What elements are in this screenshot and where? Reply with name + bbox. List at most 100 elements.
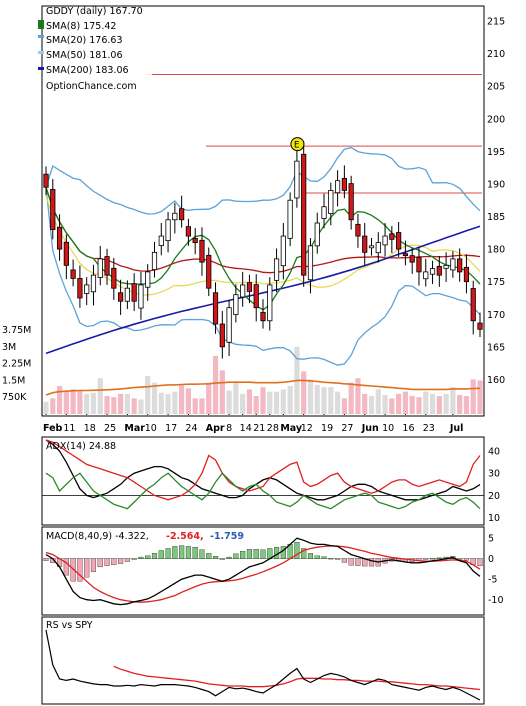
volume-bar — [158, 392, 164, 414]
volume-bar — [233, 382, 239, 414]
volume-bar — [382, 394, 388, 414]
candle-body — [165, 219, 171, 242]
price-tick-label: 195 — [487, 147, 505, 158]
volume-bar — [450, 387, 456, 414]
candle-body — [253, 284, 259, 309]
price-tick-label: 210 — [487, 49, 505, 60]
candle-body — [314, 222, 320, 247]
adx-panel — [41, 436, 485, 526]
candle-body — [206, 254, 212, 289]
volume-bar — [131, 398, 137, 414]
macd-histogram-bar — [131, 558, 137, 560]
volume-tick-label: 3.75M — [2, 325, 31, 336]
price-tick-label: 165 — [487, 342, 505, 353]
candle-body — [138, 284, 144, 309]
macd-histogram-bar — [104, 558, 110, 566]
macd-histogram-bar — [158, 550, 164, 559]
volume-bar — [457, 394, 463, 414]
adx-tick-label: 30 — [488, 469, 500, 480]
candle-body — [246, 282, 253, 292]
date-tick-label: 10 — [382, 423, 394, 434]
candle-body — [111, 267, 117, 289]
macd-histogram-bar — [294, 542, 300, 559]
candle-body — [131, 283, 137, 302]
rs-panel — [41, 616, 485, 705]
price-tick-label: 180 — [487, 245, 505, 256]
volume-bar — [463, 396, 470, 414]
macd-tick-label: 0 — [488, 554, 494, 565]
volume-bar — [436, 396, 442, 414]
legend-swatch-sma20 — [38, 35, 44, 38]
macd-tick-label: 5 — [488, 534, 494, 545]
candle-body — [423, 271, 429, 280]
candle-body — [470, 288, 476, 322]
bollinger-upper-line — [45, 146, 481, 215]
rs-plot — [45, 629, 481, 701]
volume-bar — [334, 391, 341, 414]
volume-bar — [470, 379, 476, 414]
macd-histogram-bar — [463, 558, 469, 561]
macd-histogram-bar — [423, 558, 429, 560]
macd-histogram-bar — [341, 558, 347, 563]
candle-body — [355, 223, 361, 237]
volume-bar — [56, 386, 63, 414]
candle-body — [280, 235, 286, 267]
date-tick-label: 17 — [165, 423, 177, 434]
volume-bar — [206, 382, 212, 414]
macd-tick-label: -10 — [488, 595, 504, 606]
volume-bar — [179, 384, 185, 414]
price-tick-label: 205 — [487, 82, 505, 93]
candle-body — [321, 206, 327, 219]
macd-histogram-bar — [172, 546, 178, 559]
candle-body — [90, 274, 97, 293]
candle-body — [124, 287, 130, 302]
volume-bar — [443, 393, 449, 414]
candle-body — [151, 251, 158, 271]
sma50-line — [45, 187, 481, 274]
volume-bar — [253, 396, 259, 414]
date-tick-label: 14 — [240, 423, 252, 434]
macd-histogram-bar — [240, 551, 246, 559]
price-tick-label: 170 — [487, 310, 505, 321]
sma200-line — [45, 225, 481, 355]
legend-sma50: SMA(50) 181.06 — [46, 50, 123, 61]
adx-tick-label: 40 — [488, 447, 500, 458]
candle-body — [396, 232, 402, 250]
date-tick-label: 18 — [84, 423, 96, 434]
candle-body — [301, 153, 307, 276]
macd-histogram-bar — [179, 545, 185, 559]
volume-bar — [409, 396, 415, 414]
volume-bar — [348, 382, 354, 414]
macd-histogram-bar — [301, 548, 307, 559]
macd-histogram-bar — [355, 558, 361, 566]
macd-histogram-bar — [253, 549, 259, 559]
volume-bar — [124, 393, 130, 414]
candle-body — [84, 284, 90, 294]
volume-bar — [84, 393, 90, 414]
volume-bar — [396, 393, 402, 414]
macd-histogram-bar — [151, 553, 158, 559]
macd-histogram-bar — [84, 558, 90, 578]
di-minus-line — [45, 472, 481, 510]
candle-body — [429, 268, 436, 275]
volume-bar — [267, 391, 273, 414]
candle-body — [212, 292, 219, 325]
candle-body — [334, 180, 341, 194]
date-tick-label: 23 — [423, 423, 435, 434]
candle-body — [77, 278, 83, 299]
volume-bar — [355, 378, 361, 414]
volume-bar — [362, 393, 368, 414]
volume-bar — [375, 389, 381, 414]
volume-bar — [50, 398, 56, 414]
candle-body — [97, 258, 103, 278]
macd-histogram-bar — [335, 558, 341, 560]
macd-histogram-bar — [97, 558, 103, 568]
macd-histogram-bar — [165, 548, 171, 559]
watermark: OptionChance.com — [46, 81, 137, 92]
macd-histogram-bar — [246, 549, 252, 559]
macd-title: MACD(8,40,9) -4.322, -2.564, -1.759 — [46, 531, 244, 542]
macd-histogram-bar — [199, 549, 205, 559]
volume-tick-label: 1.5M — [2, 375, 25, 386]
date-tick-label: Mar — [124, 423, 145, 434]
